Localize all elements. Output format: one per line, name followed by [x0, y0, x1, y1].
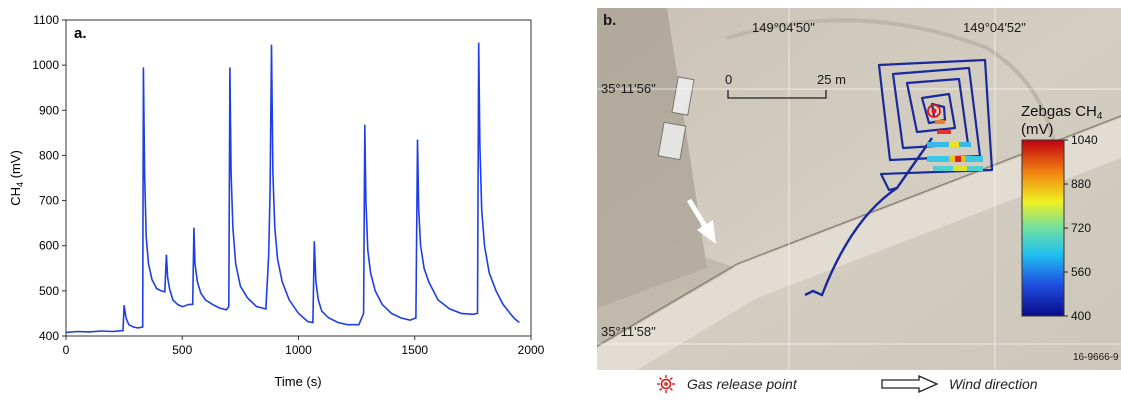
colorbar-ticks: 400 560 720 880 1040 — [1064, 133, 1098, 323]
y-tick-label: 900 — [39, 103, 59, 117]
panel-a-chart: a. 400 500 600 700 800 900 1000 1100 0 500 1000 15… — [0, 0, 560, 395]
y-tick-label: 700 — [39, 194, 59, 208]
lon-label-1: 149°04'50" — [752, 20, 815, 35]
wind-direction-legend-label: Wind direction — [949, 376, 1038, 392]
y-tick-label: 1000 — [32, 58, 59, 72]
ch4-series-line — [65, 42, 520, 334]
colorbar-title: Zebgas CH4 — [1021, 103, 1103, 122]
x-tick-label: 1000 — [285, 343, 312, 357]
wind-arrow-icon — [686, 198, 716, 244]
panel-b-map: 400 560 720 880 1040 Zebgas CH4 (mV) b. 149°… — [597, 8, 1121, 370]
figure-id: 16-9666-9 — [1073, 352, 1119, 363]
lat-label-2: 35°11'58" — [601, 324, 656, 339]
plot-frame — [65, 19, 532, 337]
wind-direction-legend-icon — [881, 375, 939, 393]
panel-label-a: a. — [74, 25, 87, 42]
x-axis-label: Time (s) — [274, 374, 321, 389]
gas-release-point-marker — [927, 104, 941, 118]
map-paddock — [597, 8, 707, 308]
y-axis-ticks: 400 500 600 700 800 900 1000 1100 — [32, 13, 66, 343]
colorbar-title-subscript: 4 — [1097, 111, 1103, 122]
gas-release-legend-icon — [657, 375, 675, 393]
colorbar-title-main: Zebgas CH — [1021, 103, 1097, 120]
colorbar-unit: (mV) — [1021, 121, 1054, 138]
map-legend: Gas release point Wind direction — [597, 372, 1121, 395]
x-tick-label: 1500 — [401, 343, 428, 357]
aerial-map: 400 560 720 880 1040 Zebgas CH4 (mV) — [597, 8, 1121, 370]
colorbar-tick-label: 400 — [1071, 309, 1091, 323]
lat-label-1: 35°11'56" — [601, 81, 656, 96]
survey-track-path — [804, 137, 933, 297]
scale-bar — [727, 90, 827, 99]
map-road-edge — [597, 115, 1121, 347]
lon-label-2: 149°04'52" — [963, 20, 1026, 35]
y-tick-label: 500 — [39, 284, 59, 298]
panel-label-b: b. — [603, 12, 617, 29]
x-tick-label: 500 — [172, 343, 192, 357]
colorbar — [1021, 139, 1065, 317]
y-axis-label-unit: (mV) — [8, 150, 23, 182]
y-tick-label: 800 — [39, 148, 59, 162]
y-axis-label-subscript: 4 — [15, 182, 25, 187]
x-tick-label: 0 — [63, 343, 70, 357]
colorbar-tick-label: 880 — [1071, 177, 1091, 191]
colorbar-tick-label: 720 — [1071, 221, 1091, 235]
y-axis-label-main: CH — [8, 187, 23, 206]
map-road — [597, 118, 1121, 370]
ch4-plume-hotspots — [927, 120, 983, 171]
scale-label-0: 0 — [725, 72, 733, 87]
ch4-time-series-chart: a. 400 500 600 700 800 900 1000 1100 0 500 1000 15… — [8, 13, 545, 389]
y-tick-label: 400 — [39, 329, 59, 343]
colorbar-tick-label: 560 — [1071, 265, 1091, 279]
y-tick-label: 1100 — [33, 13, 59, 27]
map-building-2 — [657, 121, 687, 161]
y-axis-label: CH4 (mV) — [8, 150, 25, 206]
map-building-1 — [671, 76, 695, 116]
scale-label-25m: 25 m — [817, 72, 846, 87]
y-tick-label: 600 — [39, 239, 59, 253]
x-axis-ticks: 0 500 1000 1500 2000 — [63, 336, 545, 357]
colorbar-tick-label: 1040 — [1071, 133, 1098, 147]
gas-release-legend-label: Gas release point — [687, 376, 797, 392]
x-tick-label: 2000 — [518, 343, 545, 357]
map-circular-track — [726, 18, 1061, 209]
